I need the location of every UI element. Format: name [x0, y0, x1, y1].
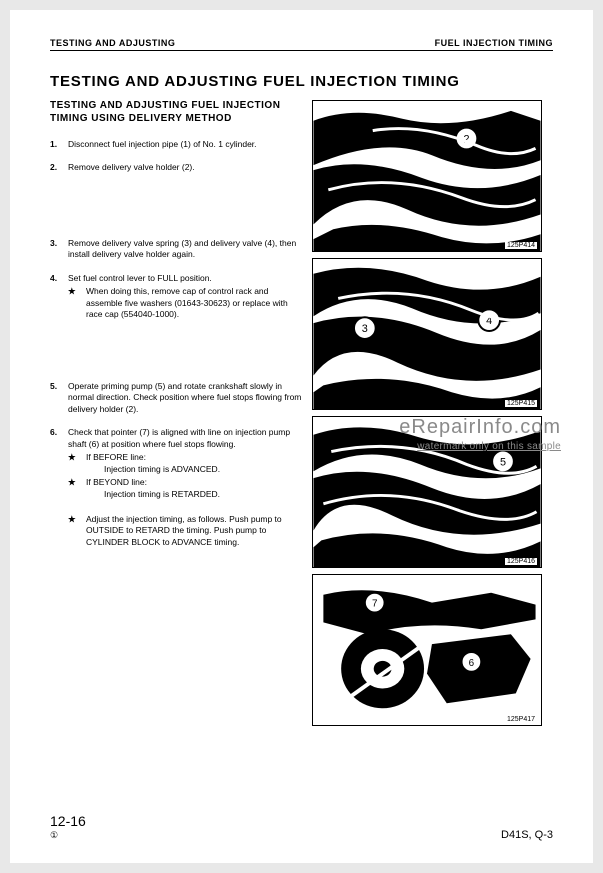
svg-text:3: 3: [362, 323, 368, 335]
engine-illustration-icon: 2: [313, 101, 541, 251]
spacer: [50, 186, 302, 238]
step-6: 6. Check that pointer (7) is aligned wit…: [50, 427, 302, 548]
engine-illustration-icon: 7 6: [313, 575, 541, 725]
note-label: If BEYOND line:: [86, 477, 147, 487]
note-line: ★ If BEFORE line: Injection timing is AD…: [68, 452, 302, 475]
page-footer: 12-16 ① D41S, Q-3: [50, 813, 553, 841]
figure-caption: 125P414: [505, 242, 537, 249]
step-4: 4. Set fuel control lever to FULL positi…: [50, 273, 302, 321]
star-icon: ★: [68, 477, 86, 500]
svg-text:7: 7: [372, 599, 377, 610]
main-title: TESTING AND ADJUSTING FUEL INJECTION TIM…: [50, 73, 553, 90]
figure-3: 5 125P416: [312, 416, 542, 568]
star-icon: ★: [68, 286, 86, 320]
header-right: FUEL INJECTION TIMING: [435, 38, 553, 48]
step-number: 2.: [50, 162, 68, 173]
spacer: [68, 500, 302, 512]
step-5: 5. Operate priming pump (5) and rotate c…: [50, 381, 302, 415]
note-text: Adjust the injection timing, as follows.…: [86, 514, 302, 548]
note-text: When doing this, remove cap of control r…: [86, 286, 302, 320]
footer-left: 12-16 ①: [50, 813, 86, 841]
note-line: ★ If BEYOND line: Injection timing is RE…: [68, 477, 302, 500]
note-line: ★ When doing this, remove cap of control…: [68, 286, 302, 320]
subsection-title: TESTING AND ADJUSTING FUEL INJECTION TIM…: [50, 100, 302, 125]
step-text: Check that pointer (7) is aligned with l…: [68, 427, 302, 548]
step-number: 4.: [50, 273, 68, 321]
spacer: [50, 333, 302, 381]
step-text: Operate priming pump (5) and rotate cran…: [68, 381, 302, 415]
content-columns: TESTING AND ADJUSTING FUEL INJECTION TIM…: [50, 100, 553, 726]
document-ref: D41S, Q-3: [501, 829, 553, 841]
note-text: If BEYOND line: Injection timing is RETA…: [86, 477, 302, 500]
figure-caption: 125P417: [505, 716, 537, 723]
page-header: TESTING AND ADJUSTING FUEL INJECTION TIM…: [50, 38, 553, 51]
step-1: 1. Disconnect fuel injection pipe (1) of…: [50, 139, 302, 150]
note-label: If BEFORE line:: [86, 452, 146, 462]
figure-caption: 125P416: [505, 558, 537, 565]
page-number: 12-16: [50, 813, 86, 829]
figure-2: 3 4 125P415: [312, 258, 542, 410]
star-icon: ★: [68, 514, 86, 548]
svg-text:6: 6: [469, 658, 475, 669]
step-text: Remove delivery valve spring (3) and del…: [68, 238, 302, 261]
star-icon: ★: [68, 452, 86, 475]
step-text-line: Check that pointer (7) is aligned with l…: [68, 427, 290, 448]
step-number: 6.: [50, 427, 68, 548]
figure-4: 7 6 125P417: [312, 574, 542, 726]
figure-caption: 125P415: [505, 400, 537, 407]
manual-page: TESTING AND ADJUSTING FUEL INJECTION TIM…: [10, 10, 593, 863]
step-number: 5.: [50, 381, 68, 415]
step-text: Disconnect fuel injection pipe (1) of No…: [68, 139, 302, 150]
figure-1: 2 125P414: [312, 100, 542, 252]
figure-column: 2 125P414 3: [312, 100, 553, 726]
header-left: TESTING AND ADJUSTING: [50, 38, 175, 48]
engine-illustration-icon: 3 4: [313, 259, 541, 409]
svg-text:5: 5: [500, 456, 506, 468]
step-2: 2. Remove delivery valve holder (2).: [50, 162, 302, 173]
step-number: 1.: [50, 139, 68, 150]
step-text: Remove delivery valve holder (2).: [68, 162, 302, 173]
text-column: TESTING AND ADJUSTING FUEL INJECTION TIM…: [50, 100, 302, 726]
step-text: Set fuel control lever to FULL position.…: [68, 273, 302, 321]
step-number: 3.: [50, 238, 68, 261]
note-text: If BEFORE line: Injection timing is ADVA…: [86, 452, 302, 475]
step-3: 3. Remove delivery valve spring (3) and …: [50, 238, 302, 261]
step-text-line: Set fuel control lever to FULL position.: [68, 273, 212, 283]
engine-illustration-icon: 5: [313, 417, 541, 567]
note-line: ★ Adjust the injection timing, as follow…: [68, 514, 302, 548]
revision-mark: ①: [50, 830, 86, 841]
note-detail: Injection timing is ADVANCED.: [104, 464, 302, 475]
note-line-1: Adjust the injection timing, as follows.: [86, 514, 227, 524]
note-detail: Injection timing is RETARDED.: [104, 489, 302, 500]
